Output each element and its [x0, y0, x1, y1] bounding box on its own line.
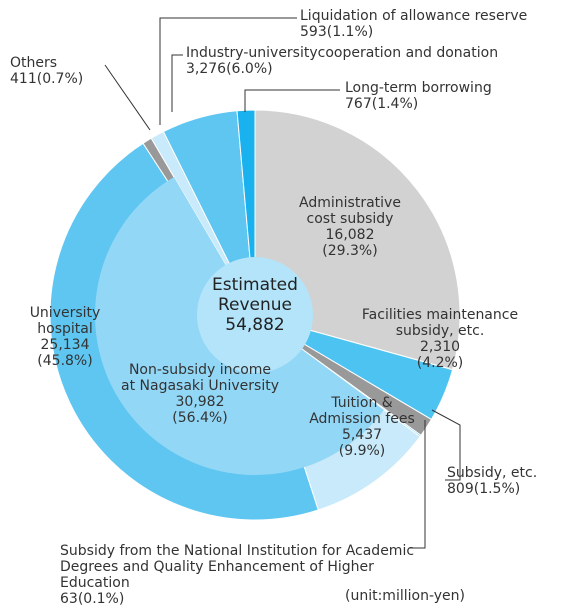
slice-value: 25,134	[40, 337, 90, 353]
center-total: 54,882	[225, 315, 285, 335]
label-line: University hospital	[15, 305, 115, 337]
label-line: 2,310	[340, 339, 540, 355]
slice-percent: (1.4%)	[371, 96, 419, 112]
label-line: Others	[10, 55, 110, 71]
label-line: Industry-universitycooperation and donat…	[186, 45, 566, 61]
label-line: 593(1.1%)	[300, 24, 560, 40]
slice-percent: (45.8%)	[37, 353, 93, 369]
leader-line	[159, 17, 297, 125]
slice-label: Tuition & Admission fees 5,437 (9.9%)	[302, 395, 422, 459]
slice-label: Subsidy, etc. 809(1.5%)	[447, 465, 557, 497]
leader-line	[431, 409, 461, 481]
slice-name: Industry-universitycooperation and donat…	[186, 45, 499, 61]
slice-value: 63	[60, 591, 78, 607]
slice-label: Industry-universitycooperation and donat…	[186, 45, 566, 77]
slice-label: Facilities maintenance subsidy, etc. 2,31…	[340, 307, 540, 371]
leader-line	[171, 54, 183, 112]
center-circle	[197, 257, 313, 373]
slice-value: 809	[447, 481, 474, 497]
label-line: 25,134	[15, 337, 115, 353]
slice-name: Facilities maintenance subsidy, etc.	[361, 307, 519, 339]
label-line: 767(1.4%)	[345, 96, 545, 112]
slice-label: Others 411(0.7%)	[10, 55, 110, 87]
slice-value: 2,310	[419, 339, 461, 355]
slice-label: Liquidation of allowance reserve 593(1.1%…	[300, 8, 560, 40]
slice-percent: (0.1%)	[77, 591, 125, 607]
slice-percent: (29.3%)	[322, 243, 378, 259]
label-line: 3,276(6.0%)	[186, 61, 566, 77]
label-line: Subsidy, etc.	[447, 465, 557, 481]
slice-value: 3,276	[186, 61, 227, 77]
label-line: Estimated Revenue	[200, 275, 310, 315]
label-line: 63(0.1%)	[60, 591, 420, 607]
label-line: 5,437	[302, 427, 422, 443]
label-line: (29.3%)	[285, 243, 415, 259]
unit-note-box: (unit:million-yen)	[345, 588, 465, 604]
slice-name: Others	[10, 55, 58, 71]
slice-percent: (9.9%)	[338, 443, 386, 459]
slice-name: Long-term borrowing	[345, 80, 492, 96]
label-line: Administrative cost subsidy	[285, 195, 415, 227]
label-line: 809(1.5%)	[447, 481, 557, 497]
label-line: 30,982	[120, 394, 280, 410]
label-line: Non-subsidy income at Nagasaki Universit…	[120, 362, 280, 394]
label-line: Facilities maintenance subsidy, etc.	[340, 307, 540, 339]
label-line: 54,882	[200, 315, 310, 335]
center-title: Estimated Revenue	[212, 275, 298, 315]
inner-label: Non-subsidy income at Nagasaki Universit…	[120, 362, 280, 426]
label-line: (9.9%)	[302, 443, 422, 459]
inner-value-label: 30,982	[175, 394, 225, 410]
slice-value: 411	[10, 71, 37, 87]
inner-percent-label: (56.4%)	[172, 410, 228, 426]
label-line: 411(0.7%)	[10, 71, 110, 87]
slice-value: 593	[300, 24, 327, 40]
slice-name: Tuition & Admission fees	[309, 395, 415, 427]
slice-percent: (1.1%)	[326, 24, 374, 40]
slice-label: University hospital 25,134 (45.8%)	[15, 305, 115, 369]
label-line: (56.4%)	[120, 410, 280, 426]
slice-value: 5,437	[341, 427, 383, 443]
label-line: Liquidation of allowance reserve	[300, 8, 560, 24]
slice-name: Liquidation of allowance reserve	[300, 8, 528, 24]
slice-percent: (6.0%)	[226, 61, 273, 77]
slice-name: University hospital	[29, 305, 101, 337]
slice-value: 16,082	[325, 227, 375, 243]
slice-name: Subsidy from the National Institution fo…	[60, 543, 415, 591]
label-line: Long-term borrowing	[345, 80, 545, 96]
label-line: (4.2%)	[340, 355, 540, 371]
unit-note: (unit:million-yen)	[345, 588, 465, 604]
label-line: 16,082	[285, 227, 415, 243]
label-line: Subsidy from the National Institution fo…	[60, 543, 420, 591]
leader-line	[410, 420, 426, 549]
label-line: (45.8%)	[15, 353, 115, 369]
slice-label: Long-term borrowing 767(1.4%)	[345, 80, 545, 112]
slice-value: 767	[345, 96, 372, 112]
slice-percent: (0.7%)	[36, 71, 84, 87]
slice-label: Administrative cost subsidy 16,082 (29.3%)	[285, 195, 415, 259]
slice-percent: (4.2%)	[416, 355, 464, 371]
leader-line	[244, 89, 340, 112]
leader-line	[104, 64, 151, 131]
inner-name: Non-subsidy income at Nagasaki Universit…	[121, 362, 279, 394]
slice-name: Administrative cost subsidy	[299, 195, 401, 227]
slice-percent: (1.5%)	[473, 481, 521, 497]
slice-name: Subsidy, etc.	[447, 465, 538, 481]
center-label: Estimated Revenue 54,882	[200, 275, 310, 335]
slice-label: Subsidy from the National Institution fo…	[60, 543, 420, 607]
label-line: Tuition & Admission fees	[302, 395, 422, 427]
